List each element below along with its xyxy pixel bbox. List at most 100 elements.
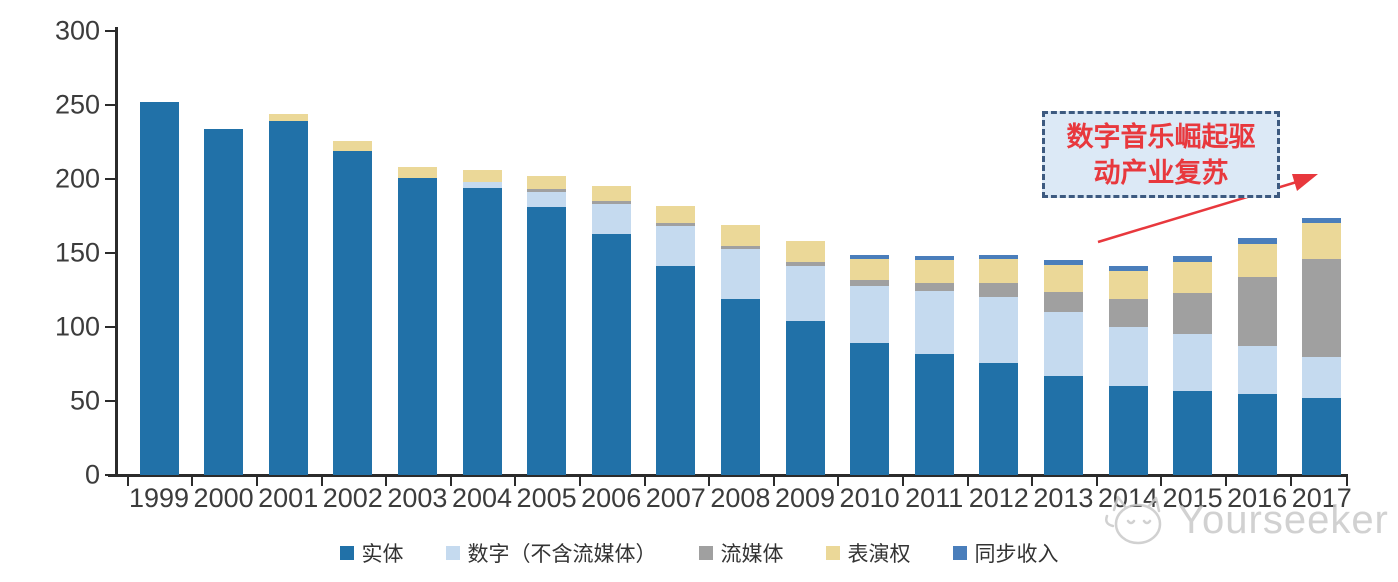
bar-segment	[785, 261, 825, 267]
x-axis-label: 2001	[258, 483, 319, 513]
bar-segment	[1043, 264, 1083, 292]
x-axis-tick	[1095, 477, 1098, 486]
x-axis-tick	[1160, 477, 1163, 486]
x-axis-label: 2012	[968, 483, 1029, 513]
bar-segment	[1173, 334, 1213, 391]
x-axis-tick	[837, 477, 840, 486]
x-axis-label: 1999	[128, 483, 190, 513]
x-axis-label: 2002	[322, 483, 383, 513]
legend-item: 表演权	[825, 538, 911, 568]
bar-segment	[850, 254, 890, 259]
bar-2007	[656, 205, 696, 475]
bar-2004	[462, 170, 502, 475]
bar-segment	[720, 245, 760, 249]
bar-segment	[1043, 260, 1083, 265]
bar-2010	[850, 254, 890, 475]
legend-swatch	[698, 546, 713, 560]
x-axis-label: 2003	[387, 483, 448, 513]
bar-segment	[1173, 261, 1213, 293]
bar-segment	[1108, 298, 1148, 328]
bar-segment	[1302, 398, 1342, 475]
bar-2014	[1108, 266, 1148, 475]
bar-segment	[656, 223, 696, 227]
legend-item: 流媒体	[698, 538, 784, 568]
bar-segment	[979, 258, 1019, 283]
bar-segment	[397, 167, 437, 178]
cat-icon	[1105, 495, 1162, 545]
bar-segment	[914, 260, 954, 283]
x-axis-tick	[901, 477, 904, 486]
bar-segment	[1108, 327, 1148, 387]
legend-swatch	[339, 546, 354, 560]
bar-segment	[914, 255, 954, 261]
x-axis-tick	[449, 477, 452, 486]
bar-2006	[591, 186, 631, 475]
y-axis-line	[115, 27, 118, 477]
x-axis-label: 2007	[645, 483, 706, 513]
plot-area	[117, 31, 1360, 475]
x-axis-tick	[1031, 477, 1034, 486]
bar-2011	[914, 255, 954, 475]
bar-segment	[139, 102, 179, 475]
bar-segment	[1043, 291, 1083, 313]
bar-segment	[204, 128, 244, 475]
watermark-text: Yourseeker	[1178, 497, 1389, 542]
bar-2015	[1173, 255, 1213, 475]
bar-2009	[785, 241, 825, 475]
bar-segment	[591, 186, 631, 202]
x-axis-label: 2017	[1291, 483, 1352, 513]
bar-segment	[397, 177, 437, 475]
bar-segment	[1043, 375, 1083, 475]
bar-2013	[1043, 260, 1083, 475]
x-axis-label: 2000	[193, 483, 254, 513]
bar-segment	[1237, 244, 1277, 277]
bar-segment	[268, 113, 308, 122]
bar-segment	[1173, 292, 1213, 335]
bar-segment	[1237, 346, 1277, 394]
legend-label: 流媒体	[720, 542, 784, 566]
bar-segment	[1302, 356, 1342, 399]
bar-segment	[1237, 393, 1277, 475]
bar-2003	[397, 167, 437, 475]
bar-segment	[979, 282, 1019, 298]
bar-segment	[656, 205, 696, 224]
x-axis-tick	[255, 477, 258, 486]
bar-2016	[1237, 238, 1277, 475]
bar-segment	[720, 298, 760, 475]
bar-segment	[462, 187, 502, 475]
x-axis-tick	[708, 477, 711, 486]
x-axis-label: 2013	[1033, 483, 1094, 513]
y-axis-tick	[105, 400, 116, 402]
x-axis-label: 2015	[1162, 483, 1223, 513]
bar-segment	[591, 204, 631, 234]
x-axis-tick	[1224, 477, 1227, 486]
bar-segment	[1302, 217, 1342, 224]
y-axis-label: 50	[69, 385, 100, 416]
x-axis-tick	[320, 477, 323, 486]
y-axis-tick	[105, 104, 116, 106]
x-axis-label: 2008	[710, 483, 771, 513]
legend-swatch	[952, 546, 967, 560]
y-axis-label: 100	[54, 311, 100, 342]
x-axis-tick	[1346, 477, 1348, 486]
legend-label: 数字（不含流媒体）	[467, 542, 657, 566]
bar-2000	[204, 128, 244, 475]
y-axis-label: 250	[54, 89, 100, 120]
bar-segment	[462, 181, 502, 188]
x-axis-label: 2016	[1227, 483, 1288, 513]
legend-label: 表演权	[847, 542, 911, 566]
bar-segment	[914, 282, 954, 292]
bar-segment	[527, 207, 567, 475]
bar-segment	[979, 297, 1019, 363]
y-axis-label: 150	[54, 237, 100, 268]
bar-segment	[656, 226, 696, 267]
x-axis-tick	[514, 477, 517, 486]
bar-segment	[268, 121, 308, 475]
y-axis-tick	[105, 326, 116, 328]
bar-segment	[1302, 223, 1342, 259]
bar-2008	[720, 224, 760, 475]
bar-2005	[527, 176, 567, 475]
bar-segment	[1302, 258, 1342, 357]
bar-segment	[850, 258, 890, 280]
